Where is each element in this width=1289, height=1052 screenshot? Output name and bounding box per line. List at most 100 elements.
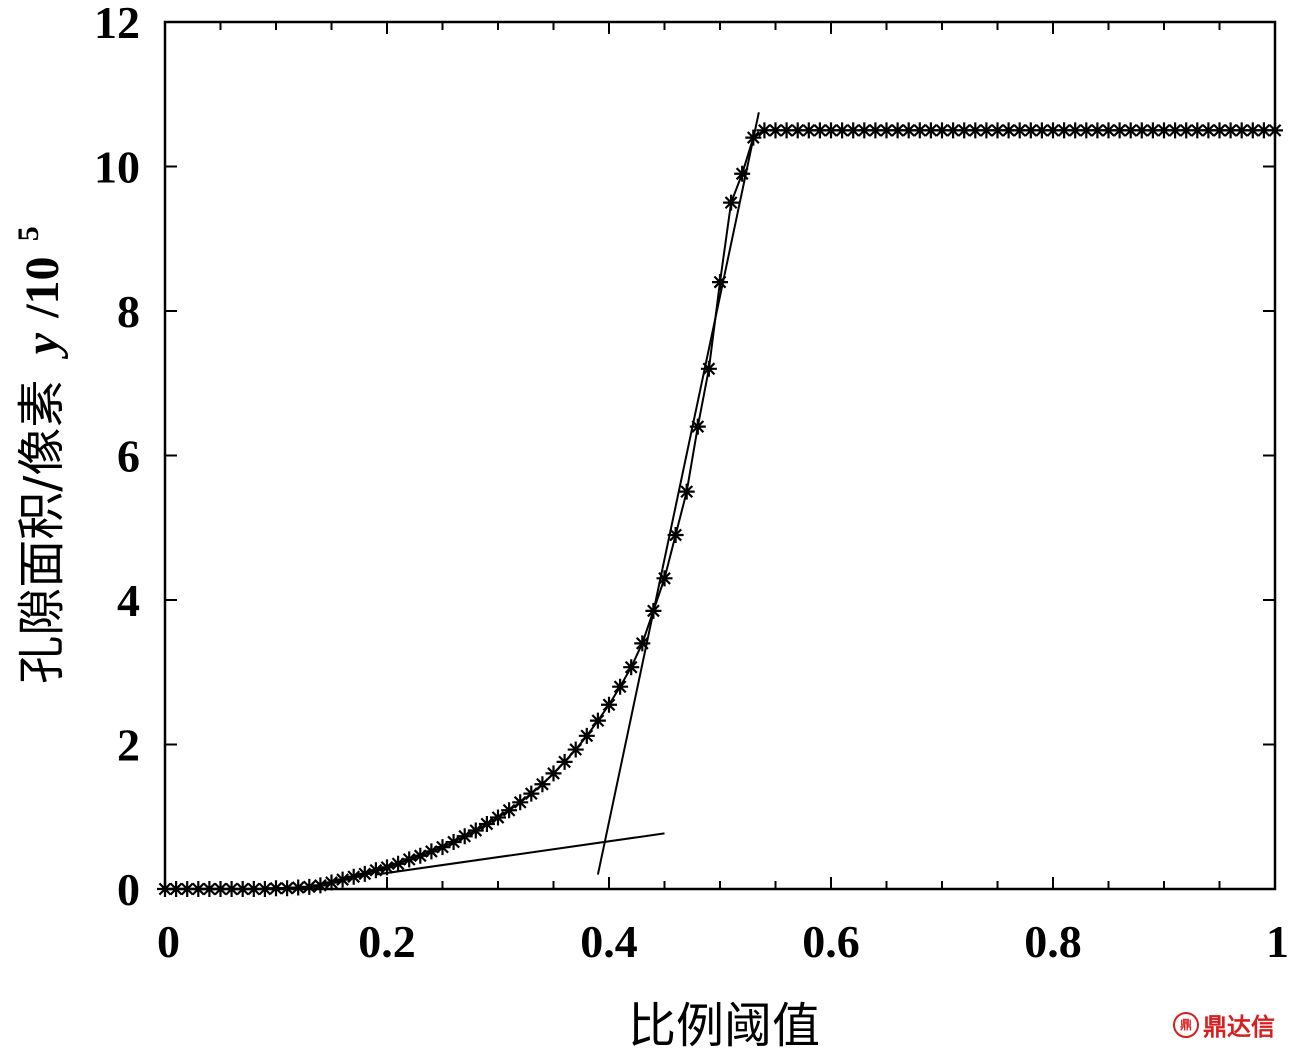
data-point (578, 727, 595, 744)
y-axis-title-unit: /10 (16, 256, 69, 318)
data-point (456, 828, 473, 845)
watermark: 鼎 鼎达信 (1173, 1007, 1275, 1042)
data-point (1111, 122, 1128, 139)
data-point (1178, 122, 1195, 139)
data-point (800, 122, 817, 139)
data-point (612, 678, 629, 695)
plot-frame (163, 20, 1277, 891)
y-axis-title-exponent: 5 (12, 226, 45, 241)
data-point (512, 794, 529, 811)
data-point (190, 881, 207, 897)
data-point (745, 129, 762, 146)
data-point (1156, 122, 1172, 139)
data-point (545, 765, 562, 782)
data-point (823, 122, 839, 139)
data-point (1045, 122, 1061, 139)
data-point (367, 862, 384, 879)
y-axis-title: 孔隙面积/像素 y /10 5 (12, 226, 70, 684)
data-point (1133, 122, 1150, 139)
data-point (734, 165, 751, 182)
series-line (165, 129, 1275, 890)
fit-line (596, 112, 760, 875)
data-point (778, 122, 795, 139)
data-point (1189, 122, 1206, 139)
data-point (700, 360, 717, 377)
fit-line (375, 832, 665, 876)
data-point (1033, 122, 1050, 139)
x-tick-label: 0.6 (802, 916, 860, 967)
data-point (867, 122, 884, 139)
data-point (623, 659, 640, 676)
data-point (889, 122, 906, 139)
x-tick-label: 0 (157, 916, 180, 967)
data-point (168, 881, 185, 897)
data-point (467, 822, 484, 839)
data-point (911, 122, 928, 139)
data-point (268, 880, 284, 897)
watermark-text: 鼎达信 (1203, 1013, 1275, 1041)
data-point (567, 741, 584, 758)
data-point (656, 570, 673, 587)
data-point (1200, 122, 1217, 139)
data-point (956, 122, 973, 139)
data-point (1255, 122, 1272, 139)
data-point (756, 122, 773, 139)
data-point (245, 881, 262, 897)
data-point (556, 753, 573, 770)
data-point (490, 809, 506, 826)
data-point (1144, 122, 1161, 139)
data-point (1067, 122, 1084, 139)
data-point (434, 839, 451, 856)
data-point (256, 881, 273, 897)
data-point (1244, 122, 1261, 139)
data-point (601, 696, 617, 713)
data-point (345, 868, 362, 885)
data-point (179, 881, 196, 897)
data-point (1078, 122, 1095, 139)
x-axis-title: 比例阈值 (628, 998, 820, 1052)
x-tick-label: 0.8 (1024, 916, 1082, 967)
data-point (1222, 122, 1239, 139)
data-point (334, 871, 351, 888)
y-tick-label: 8 (117, 286, 140, 337)
data-point (922, 122, 939, 139)
y-axis-title-var: y (16, 332, 69, 359)
data-point (478, 815, 495, 832)
data-point (1167, 122, 1184, 139)
data-point (212, 881, 229, 897)
data-point (1122, 122, 1139, 139)
data-point (1000, 122, 1017, 139)
watermark-logo-icon: 鼎 (1173, 1011, 1199, 1038)
data-point (1233, 122, 1250, 139)
x-tick-label: 0.4 (580, 916, 638, 967)
data-point (201, 881, 218, 897)
data-point (1267, 122, 1283, 139)
data-point (1100, 122, 1117, 139)
data-point (279, 880, 296, 897)
data-point (689, 418, 706, 435)
data-point (723, 194, 740, 211)
axis-ticks (164, 21, 1276, 890)
data-point (323, 874, 340, 891)
data-point (878, 122, 895, 139)
data-point (234, 881, 251, 897)
data-point (667, 526, 684, 543)
data-point (845, 122, 862, 139)
data-point (767, 122, 784, 139)
data-point (390, 855, 407, 872)
data-point (501, 802, 518, 819)
y-tick-label: 2 (117, 720, 140, 771)
data-point (1089, 122, 1106, 139)
data-point (1011, 122, 1028, 139)
y-tick-label: 6 (117, 431, 140, 482)
data-markers (157, 122, 1283, 897)
data-point (301, 878, 318, 895)
y-axis-title-group: 孔隙面积/像素 y /10 5 (12, 226, 70, 684)
data-point (678, 483, 695, 500)
data-point (978, 122, 995, 139)
data-point (645, 602, 662, 619)
data-point (634, 635, 651, 652)
data-point (523, 785, 540, 802)
